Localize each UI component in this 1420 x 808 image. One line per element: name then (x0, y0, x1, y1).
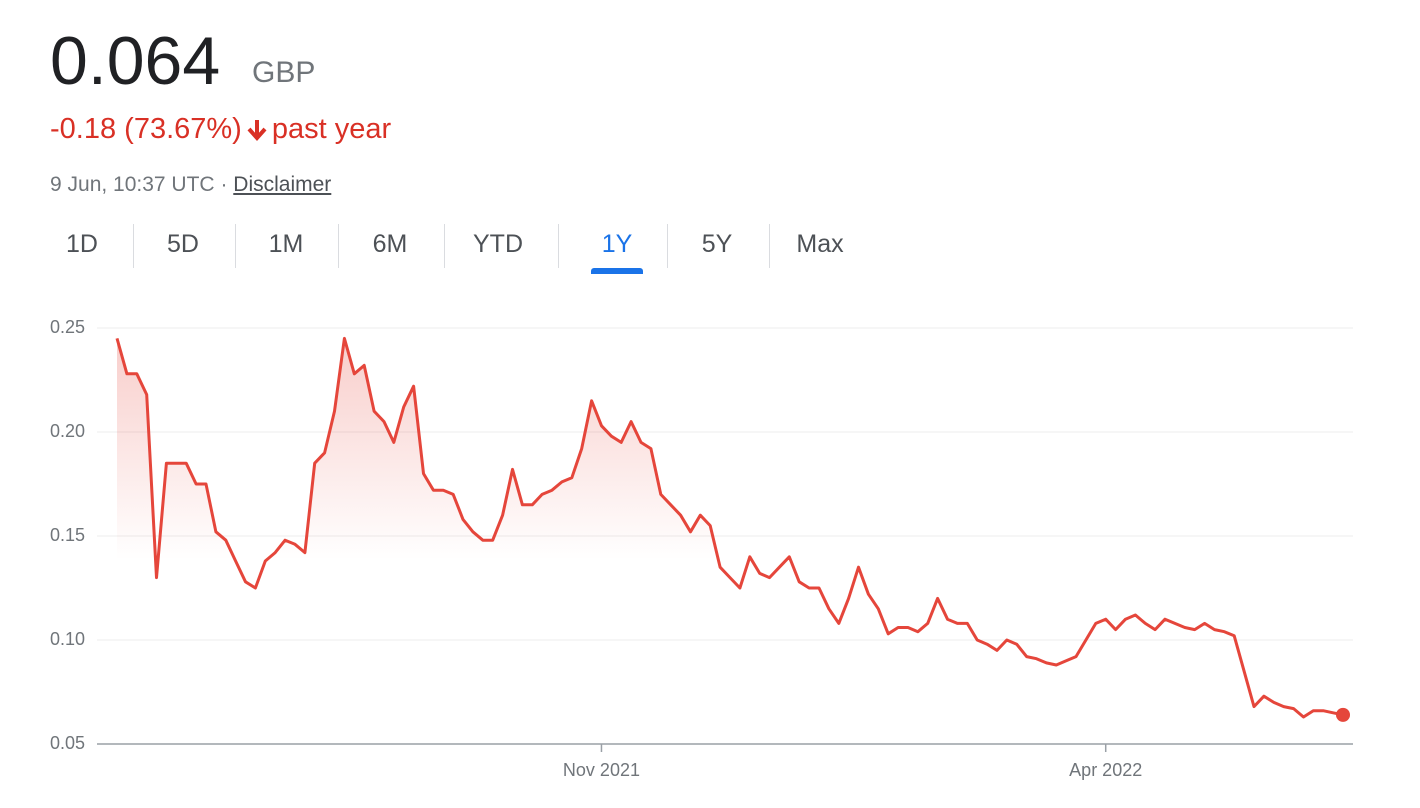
down-arrow (247, 119, 267, 141)
y-tick-label: 0.25 (50, 317, 85, 337)
tab-separator (132, 224, 134, 268)
tab-separator (234, 224, 236, 268)
range-tab[interactable]: 5Y (701, 230, 733, 258)
y-tick-label: 0.05 (50, 733, 85, 753)
tab-separator (667, 224, 668, 268)
range-tab[interactable]: 6M (372, 230, 408, 258)
tab-separator (338, 224, 339, 268)
change: -0.18 (73.67%) (50, 113, 242, 145)
y-tick-label: 0.20 (50, 421, 85, 441)
currency: GBP (252, 56, 316, 89)
x-tick-label: Nov 2021 (563, 760, 640, 780)
end-marker (1336, 707, 1350, 722)
range-tab[interactable]: YTD (473, 230, 523, 258)
price-line (115, 336, 1344, 719)
selected-indicator (591, 268, 643, 274)
range-tab[interactable]: Max (796, 230, 844, 258)
period: past year (271, 113, 392, 145)
y-tick-label: 0.15 (50, 525, 85, 545)
range-tab[interactable]: 1M (268, 230, 304, 258)
timestamp-row: 9 Jun, 10:37 UTC · Disclaimer (50, 173, 331, 197)
tab-separator (444, 224, 445, 268)
chart: 0.05 0.10 0.15 0.20 0.25 Nov 2021 Apr 2022 (50, 317, 1353, 780)
range-tab[interactable]: 5D (167, 230, 199, 258)
area (117, 338, 1343, 744)
change-row: -0.18 (73.67%) past year (50, 113, 391, 146)
timestamp: 9 Jun, 10:37 UTC (50, 173, 215, 196)
tab-separator (557, 224, 559, 268)
y-tick-label: 0.10 (50, 629, 85, 649)
range-tab[interactable]: 1D (66, 230, 98, 258)
price: 0.064 (50, 23, 221, 99)
tab-separator (768, 224, 770, 268)
separator: · (220, 173, 228, 196)
disclaimer[interactable]: Disclaimer (233, 173, 332, 196)
x-tick-label: Apr 2022 (1069, 760, 1142, 780)
range-tab[interactable]: 1Y (601, 230, 633, 258)
